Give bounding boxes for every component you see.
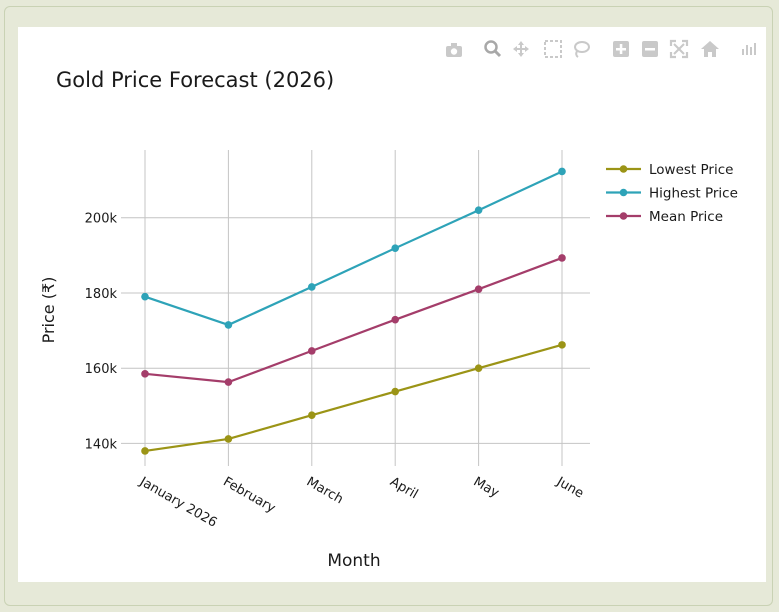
y-tick-label: 180k [85,287,118,302]
camera-icon[interactable] [446,43,462,57]
chart-title: Gold Price Forecast (2026) [56,68,335,92]
data-point[interactable] [308,411,316,420]
legend-item-label[interactable]: Mean Price [649,209,723,225]
data-point[interactable] [224,321,233,329]
zoom-in-icon[interactable] [613,41,629,57]
data-point[interactable] [474,364,483,372]
y-tick-label: 160k [85,362,118,377]
box-select-icon[interactable] [544,40,562,58]
gridlines [121,150,590,466]
x-tick-label: May [471,474,502,501]
zoom-icon[interactable] [484,40,502,58]
data-point[interactable] [308,283,316,291]
series-line [144,256,563,384]
data-point[interactable] [224,435,233,443]
y-axis-title: Price (₹) [39,277,58,344]
legend-marker [619,212,628,220]
x-axis-title: Month [327,551,380,571]
x-tick-label: June [553,474,586,502]
data-point[interactable] [391,387,400,396]
data-point[interactable] [391,315,400,324]
x-tick-label: April [387,474,420,502]
y-tick-label: 140k [85,437,118,452]
data-point[interactable] [141,370,149,378]
data-point[interactable] [308,347,316,355]
data-point[interactable] [224,378,233,386]
zoom-out-icon[interactable] [642,41,658,57]
data-point[interactable] [558,254,566,262]
autoscale-icon[interactable] [669,39,689,59]
series-lines [141,167,566,455]
chart-panel [18,27,766,582]
lasso-icon[interactable] [574,41,590,58]
y-axis-ticks: 140k 160k 180k 200k [85,212,118,453]
y-tick-label: 200k [85,212,118,227]
legend: Lowest Price Highest Price Mean Price [606,162,738,225]
series-line [144,343,563,453]
legend-item-label[interactable]: Highest Price [649,186,738,202]
x-tick-label: January 2026 [136,474,219,531]
x-tick-label: February [220,474,278,516]
modebar [446,39,756,59]
plotly-logo-icon[interactable] [742,43,756,55]
reset-axes-icon[interactable] [701,41,719,57]
x-tick-label: March [304,474,346,507]
data-point[interactable] [391,244,400,252]
x-axis-ticks: January 2026 February March April May June [136,474,586,531]
series-line [144,170,563,327]
legend-marker [619,165,628,173]
pan-icon[interactable] [513,41,529,57]
data-point[interactable] [558,341,566,349]
data-point[interactable] [474,285,483,293]
data-point[interactable] [141,447,149,455]
legend-item-label[interactable]: Lowest Price [649,162,733,178]
data-point[interactable] [474,206,483,214]
legend-marker [619,188,628,197]
data-point[interactable] [558,167,566,176]
data-point[interactable] [141,292,149,301]
